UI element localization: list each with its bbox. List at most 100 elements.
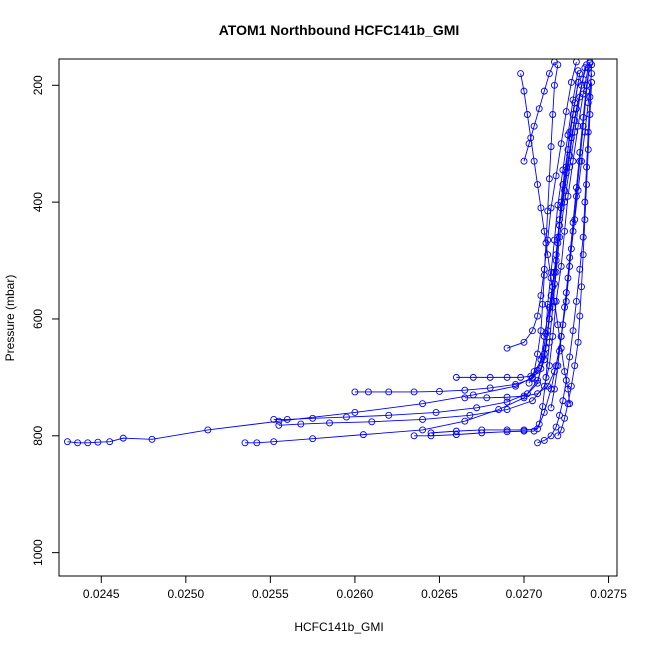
data-point [564, 192, 572, 200]
data-point [119, 434, 127, 442]
data-point [452, 431, 460, 439]
data-point [574, 78, 582, 86]
data-point [410, 432, 418, 440]
data-point [588, 61, 596, 69]
data-point [270, 438, 278, 446]
data-point [520, 338, 528, 346]
data-point [270, 415, 278, 423]
data-point [569, 96, 577, 104]
data-point [419, 426, 426, 434]
data-point [520, 87, 528, 95]
data-point [486, 384, 494, 392]
data-point [581, 198, 589, 206]
data-point [586, 59, 594, 67]
data-point [534, 350, 541, 358]
data-point [545, 175, 553, 183]
data-point [326, 419, 333, 427]
x-tick-label: 0.0275 [590, 587, 627, 601]
data-point [561, 198, 569, 206]
data-point [535, 105, 543, 113]
data-point [552, 268, 560, 276]
data-point [574, 67, 582, 75]
data-point [574, 338, 582, 346]
data-point [554, 362, 562, 370]
data-point [566, 400, 574, 408]
x-axis: 0.0245 0.0250 0.0255 0.0260 0.0265 0.0270 0.02… [83, 575, 627, 601]
data-point [520, 157, 528, 165]
data-point [545, 362, 553, 370]
data-point [547, 274, 555, 282]
data-point [561, 368, 569, 375]
profile-series [241, 75, 587, 447]
profile-line [245, 79, 584, 444]
profile-line [557, 82, 593, 437]
data-point [588, 70, 596, 78]
data-point [581, 216, 589, 224]
data-point [529, 397, 536, 405]
profile-series [554, 78, 596, 440]
data-point [545, 70, 553, 78]
data-point [540, 408, 548, 416]
data-point [529, 327, 536, 335]
data-point [579, 233, 587, 241]
data-point [525, 379, 533, 387]
data-point [561, 414, 569, 422]
data-point [309, 435, 317, 443]
data-point [368, 418, 376, 426]
data-point [351, 408, 359, 416]
y-tick-label: 200 [31, 75, 45, 95]
data-point [503, 393, 511, 401]
data-point [554, 201, 562, 209]
data-point [540, 437, 548, 444]
profile-line [354, 82, 579, 393]
data-point [534, 181, 541, 189]
profile-line [278, 67, 589, 426]
chart-title: ATOM1 Northbound HCFC141b_GMI [219, 22, 460, 38]
data-point [478, 426, 486, 434]
data-point [432, 408, 440, 416]
data-point [473, 404, 481, 412]
profile-line [523, 61, 555, 162]
data-point [253, 439, 261, 447]
data-point [364, 388, 372, 396]
data-point [385, 388, 393, 396]
data-point [554, 321, 562, 329]
data-point [503, 344, 511, 352]
data-point [549, 111, 557, 118]
data-point [559, 181, 567, 189]
data-point [544, 382, 552, 390]
data-point [410, 388, 418, 396]
data-point [542, 330, 550, 338]
x-tick-label: 0.0255 [252, 587, 289, 601]
data-point [581, 64, 589, 72]
data-point [588, 78, 596, 86]
y-axis-label: Pressure (mbar) [3, 275, 17, 362]
data-point [512, 382, 519, 390]
data-point [566, 163, 574, 171]
data-point [483, 394, 491, 402]
data-point [503, 428, 511, 436]
data-point [359, 431, 367, 439]
x-tick-label: 0.0245 [83, 587, 120, 601]
x-axis-label: HCFC141b_GMI [294, 620, 383, 634]
data-point [562, 108, 570, 116]
data-point [569, 327, 577, 335]
data-point [564, 274, 572, 282]
data-point [385, 411, 393, 419]
y-tick-label: 400 [31, 192, 45, 212]
data-point [461, 386, 469, 394]
data-point [576, 312, 584, 320]
data-point [517, 373, 525, 381]
profile-series [270, 61, 591, 423]
data-point [544, 207, 552, 215]
data-point [520, 426, 528, 434]
y-tick-label: 1000 [31, 539, 45, 566]
data-point [583, 163, 591, 171]
data-point [556, 411, 563, 419]
data-point [583, 81, 591, 89]
data-point [297, 420, 305, 428]
data-point [547, 143, 555, 151]
data-point [539, 300, 547, 308]
data-point [106, 438, 114, 446]
x-tick-label: 0.0270 [506, 587, 543, 601]
